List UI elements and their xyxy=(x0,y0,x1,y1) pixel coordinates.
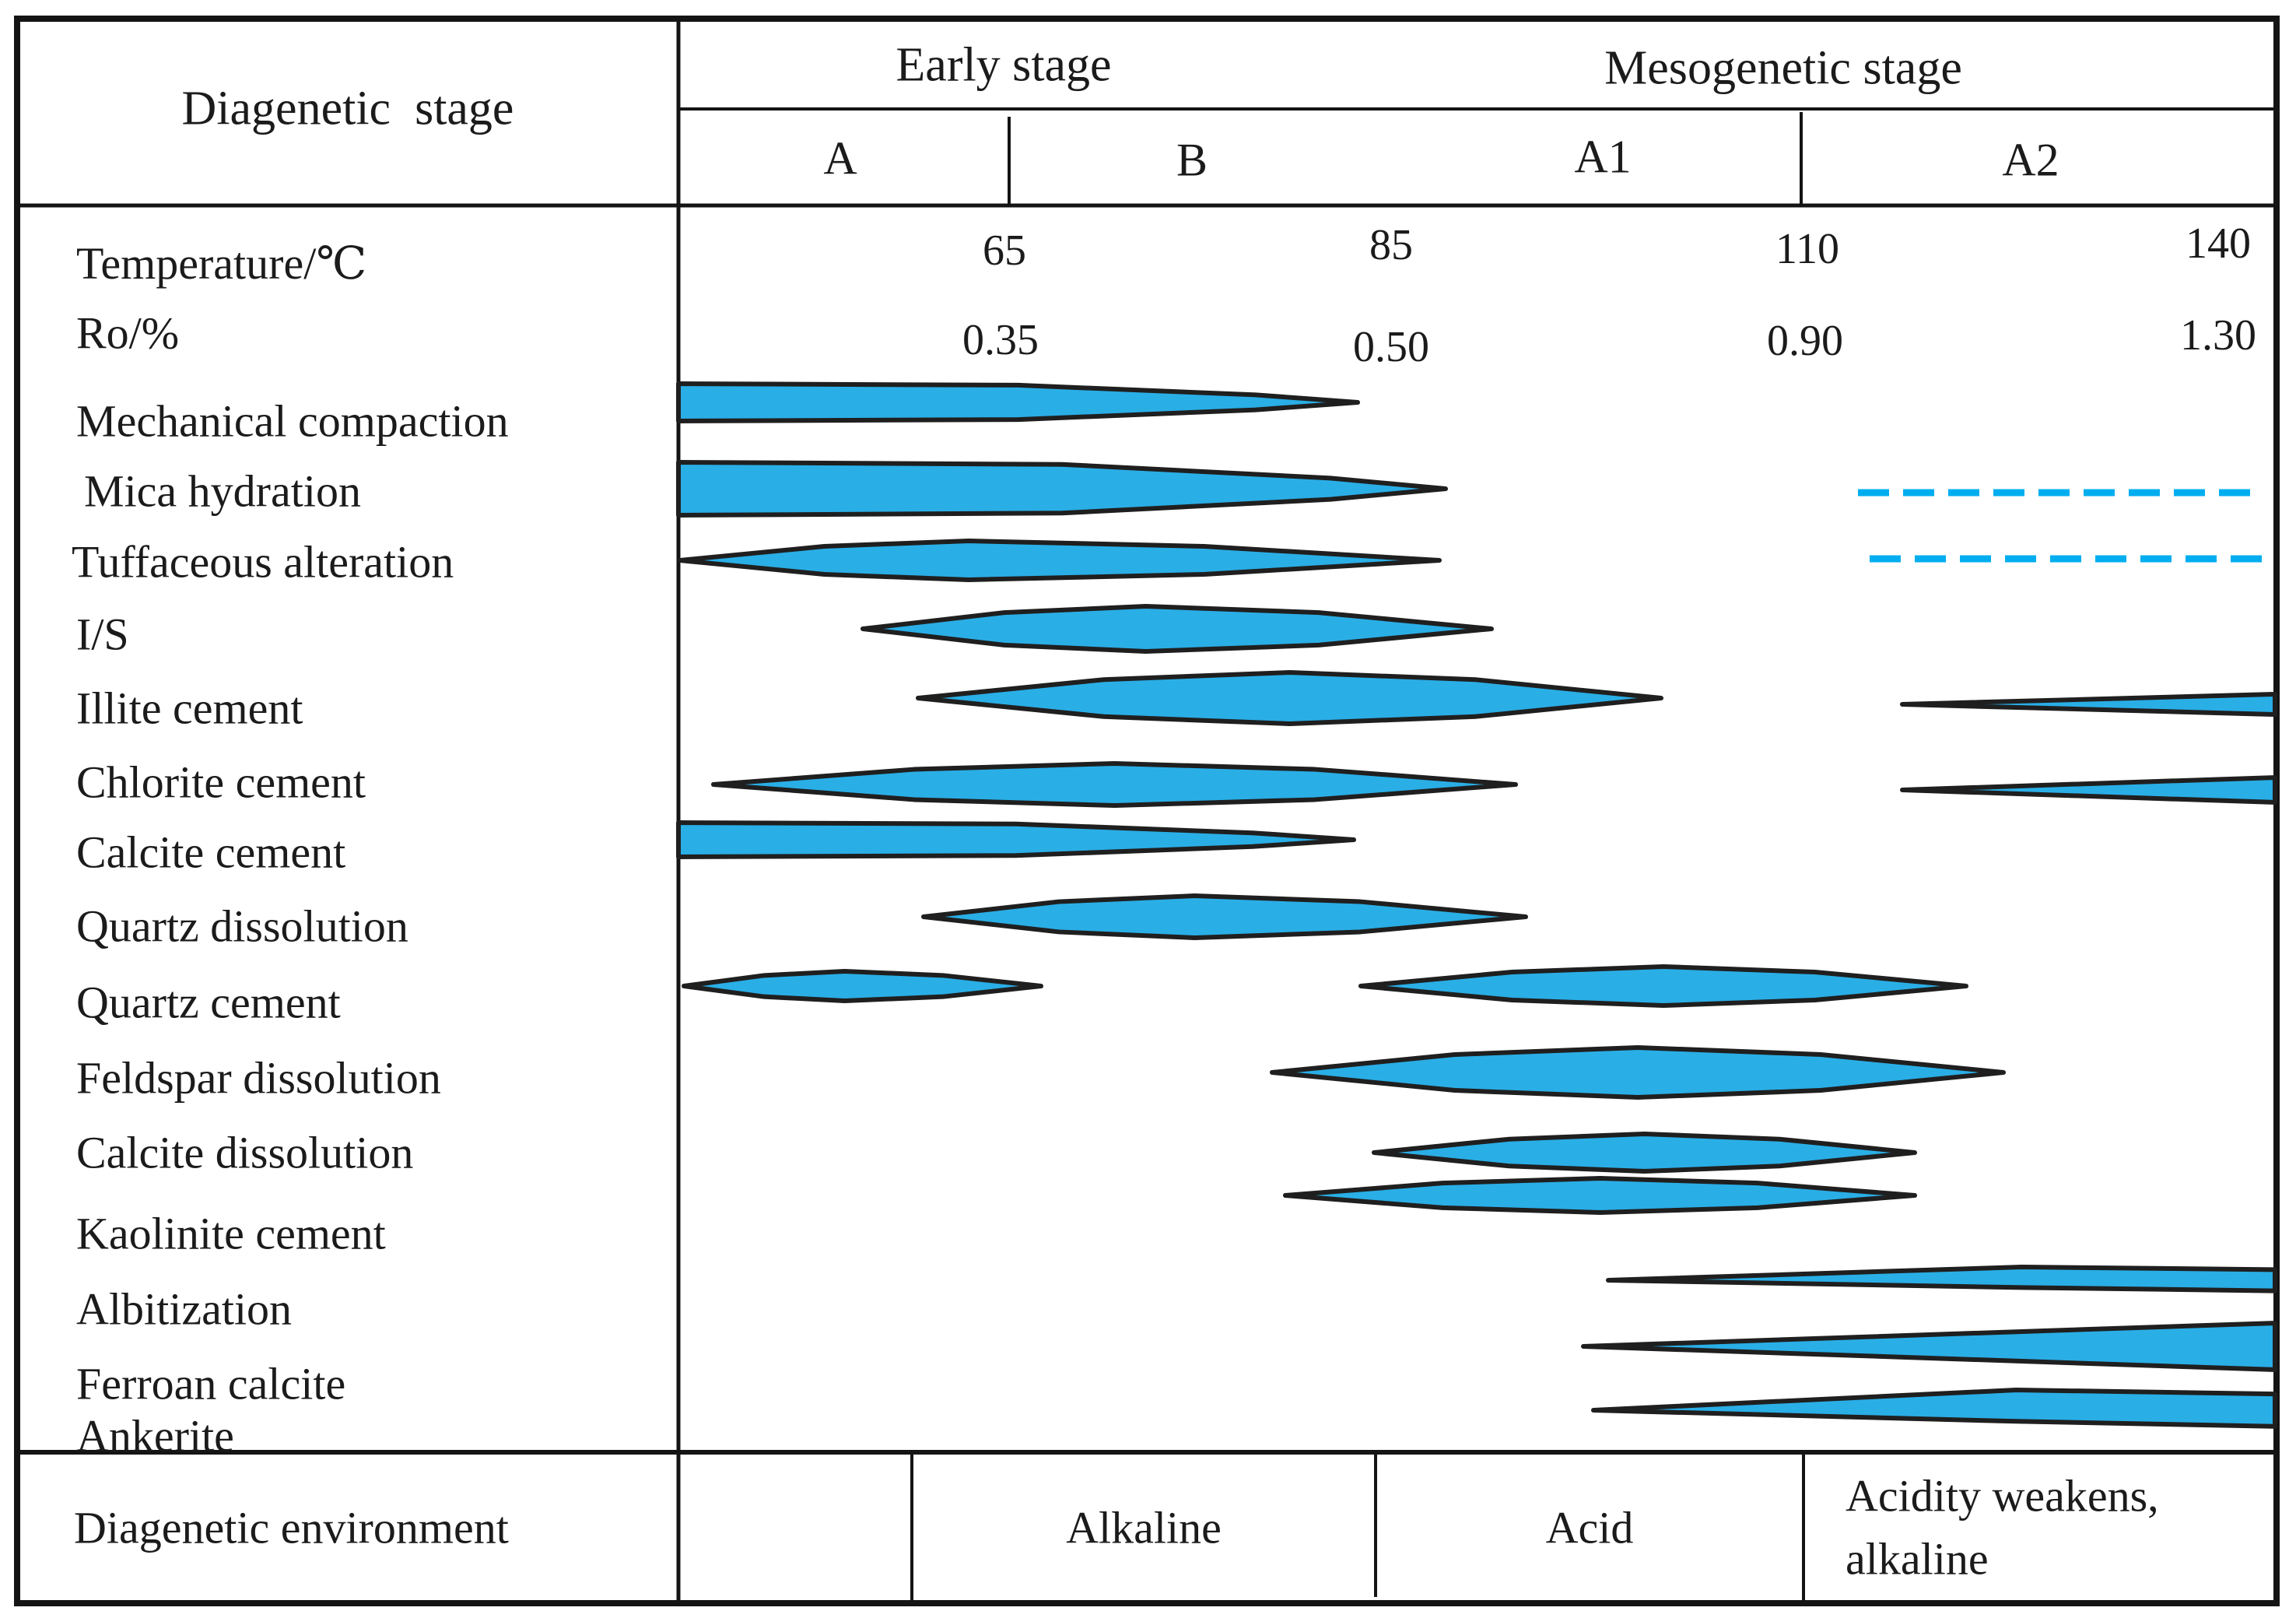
environment-row-label: Diagenetic environment xyxy=(74,1502,509,1553)
timing-shape xyxy=(678,539,1442,582)
early-stage-title: Early stage xyxy=(896,38,1112,92)
substage-a: A xyxy=(823,132,857,184)
row-label-mica-hydration: Mica hydration xyxy=(84,465,361,517)
substage-a1: A1 xyxy=(1574,131,1632,183)
timing-shape xyxy=(1270,1045,2006,1100)
timing-shape xyxy=(861,604,1494,654)
ro-tick: 1.30 xyxy=(2180,311,2256,360)
timing-shape xyxy=(921,893,1528,940)
row-label-ankerite: Ankerite xyxy=(76,1410,234,1462)
row-label-chlorite-cement: Chlorite cement xyxy=(76,756,366,808)
row-label-feldspar-dissolution: Feldspar dissolution xyxy=(76,1052,441,1104)
timing-shape xyxy=(1581,1321,2277,1372)
temperature-axis-label: Temperature/℃ xyxy=(76,238,367,289)
ro-axis-label: Ro/% xyxy=(76,307,180,359)
mesogenetic-stage-title: Mesogenetic stage xyxy=(1604,41,1962,95)
row-label-i-s: I/S xyxy=(76,609,129,660)
row-label-kaolinite-cement: Kaolinite cement xyxy=(76,1208,386,1259)
timing-shape xyxy=(1372,1132,1917,1174)
temperature-tick: 85 xyxy=(1369,221,1413,269)
stage-column-title: Diagenetic stage xyxy=(181,82,514,135)
timing-shape xyxy=(676,381,1360,423)
environment-alkaline: Alkaline xyxy=(1066,1502,1222,1553)
timing-shape xyxy=(1358,964,1968,1008)
ro-tick: 0.90 xyxy=(1767,317,1843,365)
temperature-tick: 110 xyxy=(1775,225,1839,273)
timing-shape xyxy=(676,460,1448,518)
timing-shape xyxy=(1900,692,2277,717)
environment-acid: Acid xyxy=(1545,1502,1634,1553)
ro-tick: 0.50 xyxy=(1353,323,1429,371)
substage-b: B xyxy=(1176,134,1208,186)
environment-acidity-weakens-line2: alkaline xyxy=(1846,1533,1989,1585)
temperature-tick: 65 xyxy=(983,226,1026,275)
row-label-albitization: Albitization xyxy=(76,1283,293,1335)
timing-shape xyxy=(1900,775,2277,805)
timing-shape xyxy=(682,969,1043,1003)
temperature-tick: 140 xyxy=(2186,219,2251,268)
timing-shape xyxy=(916,670,1663,726)
row-label-tuffaceous-alteration: Tuffaceous alteration xyxy=(72,536,454,588)
row-label-quartz-cement: Quartz cement xyxy=(76,977,341,1028)
timing-shape xyxy=(1591,1388,2277,1429)
row-label-calcite-cement: Calcite cement xyxy=(76,827,346,878)
row-label-ferroan-calcite: Ferroan calcite xyxy=(76,1358,346,1409)
row-label-illite-cement: Illite cement xyxy=(76,683,303,734)
timing-shape xyxy=(1606,1265,2277,1293)
row-label-calcite-dissolution: Calcite dissolution xyxy=(76,1127,414,1178)
row-label-quartz-dissolution: Quartz dissolution xyxy=(76,900,408,952)
environment-acidity-weakens-line1: Acidity weakens, xyxy=(1846,1470,2159,1521)
timing-shape xyxy=(711,761,1518,808)
timing-shape xyxy=(676,820,1356,859)
substage-a2: A2 xyxy=(2002,134,2059,186)
ro-tick: 0.35 xyxy=(962,316,1039,364)
timing-shape xyxy=(1283,1176,1917,1215)
row-label-mechanical-compaction: Mechanical compaction xyxy=(76,395,509,447)
